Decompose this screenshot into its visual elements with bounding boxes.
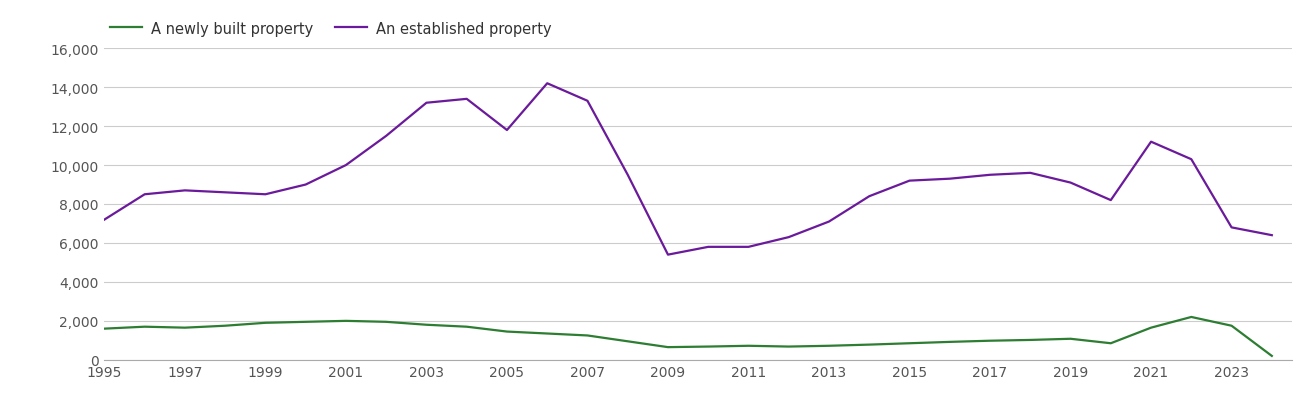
An established property xyxy=(741,245,757,249)
An established property xyxy=(701,245,716,249)
An established property xyxy=(660,252,676,258)
A newly built property xyxy=(942,339,958,344)
An established property xyxy=(620,173,636,178)
A newly built property xyxy=(1184,315,1199,320)
An established property xyxy=(419,101,435,106)
An established property xyxy=(298,182,313,187)
An established property xyxy=(338,163,354,168)
An established property xyxy=(257,192,273,197)
A newly built property xyxy=(821,344,837,348)
A newly built property xyxy=(902,341,917,346)
Line: A newly built property: A newly built property xyxy=(104,317,1272,356)
A newly built property xyxy=(1224,324,1240,328)
A newly built property xyxy=(459,324,475,329)
A newly built property xyxy=(218,324,234,328)
An established property xyxy=(821,220,837,225)
A newly built property xyxy=(177,326,193,330)
An established property xyxy=(137,192,153,197)
An established property xyxy=(942,177,958,182)
A newly built property xyxy=(620,339,636,344)
An established property xyxy=(1143,140,1159,145)
A newly built property xyxy=(701,344,716,349)
An established property xyxy=(378,134,394,139)
An established property xyxy=(177,189,193,193)
An established property xyxy=(97,218,112,222)
An established property xyxy=(499,128,514,133)
Legend: A newly built property, An established property: A newly built property, An established p… xyxy=(104,16,557,43)
An established property xyxy=(579,99,595,104)
An established property xyxy=(861,194,877,199)
A newly built property xyxy=(1143,326,1159,330)
An established property xyxy=(902,179,917,184)
An established property xyxy=(1022,171,1037,176)
An established property xyxy=(780,235,796,240)
An established property xyxy=(1103,198,1118,203)
A newly built property xyxy=(338,319,354,324)
A newly built property xyxy=(1265,353,1280,358)
An established property xyxy=(983,173,998,178)
A newly built property xyxy=(1062,337,1078,342)
A newly built property xyxy=(419,322,435,327)
Line: An established property: An established property xyxy=(104,84,1272,255)
A newly built property xyxy=(499,329,514,334)
A newly built property xyxy=(1103,341,1118,346)
A newly built property xyxy=(1022,338,1037,343)
A newly built property xyxy=(97,326,112,331)
A newly built property xyxy=(741,344,757,348)
An established property xyxy=(1184,157,1199,162)
An established property xyxy=(218,190,234,195)
A newly built property xyxy=(257,321,273,326)
A newly built property xyxy=(780,344,796,349)
An established property xyxy=(1265,233,1280,238)
A newly built property xyxy=(298,319,313,324)
An established property xyxy=(459,97,475,102)
A newly built property xyxy=(378,319,394,324)
A newly built property xyxy=(539,331,555,336)
A newly built property xyxy=(660,345,676,350)
A newly built property xyxy=(579,333,595,338)
A newly built property xyxy=(983,338,998,343)
An established property xyxy=(539,81,555,86)
A newly built property xyxy=(137,324,153,329)
An established property xyxy=(1062,181,1078,186)
An established property xyxy=(1224,225,1240,230)
A newly built property xyxy=(861,342,877,347)
